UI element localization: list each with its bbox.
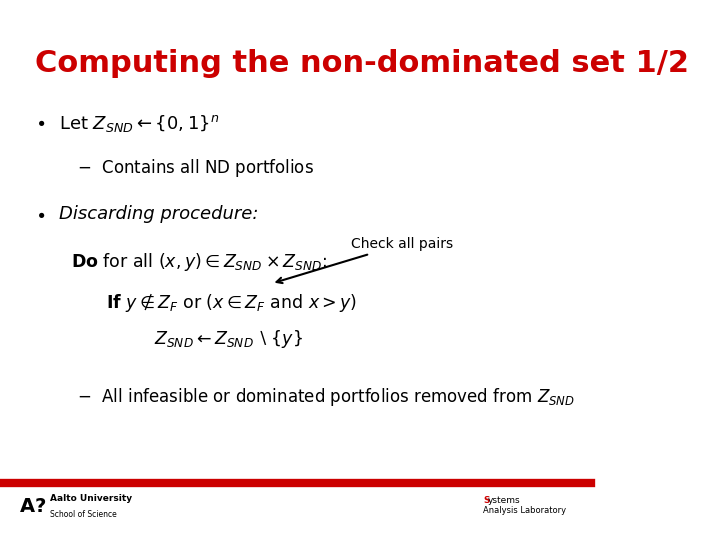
Text: Discarding procedure:: Discarding procedure: (59, 205, 258, 223)
Text: Computing the non-dominated set 1/2: Computing the non-dominated set 1/2 (35, 49, 690, 78)
Text: $-$  All infeasible or dominated portfolios removed from $Z_{SND}$: $-$ All infeasible or dominated portfoli… (77, 386, 575, 408)
Text: School of Science: School of Science (50, 510, 117, 519)
Text: $Z_{SND} \leftarrow Z_{SND} \setminus \{y\}$: $Z_{SND} \leftarrow Z_{SND} \setminus \{… (153, 328, 302, 350)
Text: $\mathbf{If}$ $y \notin Z_F$ or $(x \in Z_F$ and $x > y)$: $\mathbf{If}$ $y \notin Z_F$ or $(x \in … (107, 291, 358, 314)
Text: S: S (483, 496, 490, 505)
Text: $\bullet$: $\bullet$ (35, 205, 45, 223)
Text: $\mathbf{Do}$ for all $(x, y) \in Z_{SND} \times Z_{SND}$:: $\mathbf{Do}$ for all $(x, y) \in Z_{SND… (71, 251, 327, 273)
Text: ystems: ystems (487, 496, 521, 505)
Text: Let $Z_{SND} \leftarrow \{0,1\}^n$: Let $Z_{SND} \leftarrow \{0,1\}^n$ (59, 113, 220, 134)
Text: $-$  Contains all ND portfolios: $-$ Contains all ND portfolios (77, 157, 314, 179)
Text: Check all pairs: Check all pairs (276, 237, 454, 283)
Text: $\mathbf{A?}$: $\mathbf{A?}$ (19, 497, 46, 516)
Text: $\bullet$: $\bullet$ (35, 113, 45, 131)
Text: Analysis Laboratory: Analysis Laboratory (483, 506, 566, 515)
Text: Aalto University: Aalto University (50, 494, 132, 503)
